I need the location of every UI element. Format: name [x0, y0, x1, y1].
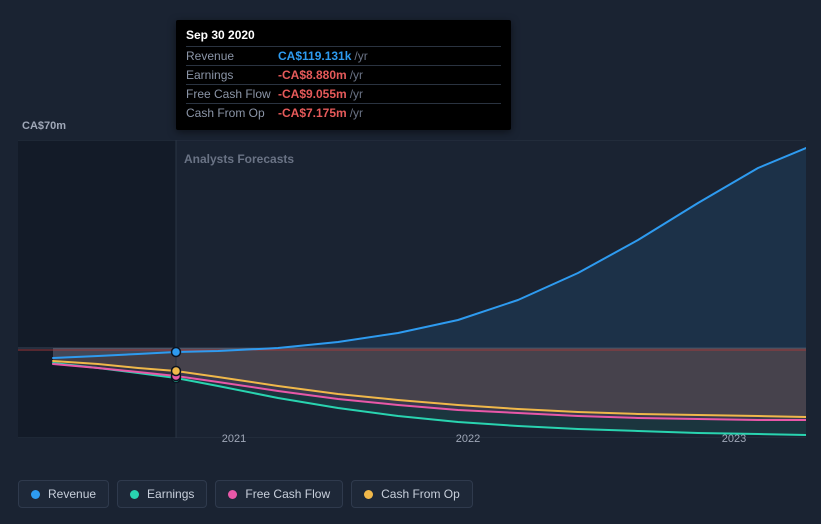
- tooltip-metric-value: CA$119.131k: [278, 49, 351, 63]
- legend-swatch: [130, 490, 139, 499]
- tooltip-row: RevenueCA$119.131k/yr: [186, 46, 501, 65]
- tooltip-date: Sep 30 2020: [186, 28, 501, 46]
- tooltip-metric-label: Free Cash Flow: [186, 87, 278, 101]
- tooltip-metric-suffix: /yr: [350, 106, 363, 120]
- legend-label: Cash From Op: [381, 487, 460, 501]
- forecast-chart: CA$70m CA$0 -CA$30m Past Analysts Foreca…: [18, 120, 806, 445]
- tooltip-metric-suffix: /yr: [350, 68, 363, 82]
- legend: Revenue Earnings Free Cash Flow Cash From O…: [18, 480, 473, 508]
- legend-swatch: [31, 490, 40, 499]
- legend-swatch: [364, 490, 373, 499]
- tooltip-metric-label: Cash From Op: [186, 106, 278, 120]
- tooltip-row: Cash From Op-CA$7.175m/yr: [186, 103, 501, 122]
- x-tick-label: 2023: [722, 433, 746, 445]
- tooltip-metric-value: -CA$7.175m: [278, 106, 347, 120]
- legend-label: Free Cash Flow: [245, 487, 330, 501]
- chart-tooltip: Sep 30 2020 RevenueCA$119.131k/yrEarning…: [176, 20, 511, 130]
- legend-swatch: [228, 490, 237, 499]
- y-tick-label: CA$70m: [22, 120, 66, 132]
- tooltip-metric-value: -CA$9.055m: [278, 87, 347, 101]
- legend-label: Revenue: [48, 487, 96, 501]
- tooltip-metric-suffix: /yr: [354, 49, 367, 63]
- legend-item[interactable]: Free Cash Flow: [215, 480, 343, 508]
- tooltip-metric-label: Revenue: [186, 49, 278, 63]
- legend-item[interactable]: Earnings: [117, 480, 207, 508]
- x-tick-label: 2022: [456, 433, 480, 445]
- legend-item[interactable]: Revenue: [18, 480, 109, 508]
- x-tick-label: 2021: [222, 433, 246, 445]
- chart-plot[interactable]: [18, 140, 806, 438]
- tooltip-metric-value: -CA$8.880m: [278, 68, 347, 82]
- legend-item[interactable]: Cash From Op: [351, 480, 473, 508]
- legend-label: Earnings: [147, 487, 194, 501]
- tooltip-row: Earnings-CA$8.880m/yr: [186, 65, 501, 84]
- tooltip-metric-label: Earnings: [186, 68, 278, 82]
- tooltip-row: Free Cash Flow-CA$9.055m/yr: [186, 84, 501, 103]
- tooltip-metric-suffix: /yr: [350, 87, 363, 101]
